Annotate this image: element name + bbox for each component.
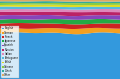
Legend: English, German, French, Japanese, Spanish, Russian, Italian, Portuguese, Polish: English, German, French, Japanese, Spani… xyxy=(1,26,19,78)
